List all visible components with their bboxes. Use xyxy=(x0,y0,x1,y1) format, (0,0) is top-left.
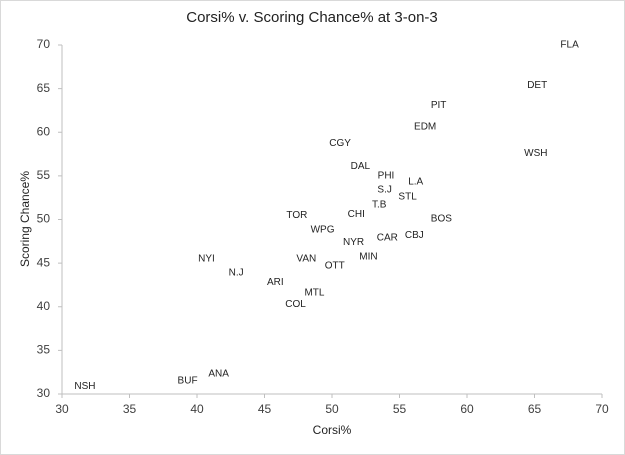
x-tick-label: 40 xyxy=(190,402,204,416)
x-tick-label: 45 xyxy=(258,402,272,416)
point-label: VAN xyxy=(296,253,316,264)
point-label: CAR xyxy=(377,232,398,243)
y-axis-title: Scoring Chance% xyxy=(18,171,32,267)
y-tick-label: 65 xyxy=(37,81,51,95)
point-label: MTL xyxy=(304,287,324,298)
y-tick-label: 30 xyxy=(37,386,51,400)
point-label: DET xyxy=(527,80,547,91)
point-label: BUF xyxy=(178,376,198,387)
y-tick-label: 70 xyxy=(37,37,51,51)
x-tick-label: 70 xyxy=(595,402,609,416)
y-tick-label: 45 xyxy=(37,255,51,269)
point-label: T.B xyxy=(372,199,387,210)
point-label: CHI xyxy=(348,209,365,220)
y-tick-label: 35 xyxy=(37,343,51,357)
point-label: WPG xyxy=(311,225,335,236)
y-tick-label: 40 xyxy=(37,299,51,313)
point-label: NSH xyxy=(74,381,95,392)
point-label: OTT xyxy=(325,260,345,271)
x-tick-label: 30 xyxy=(55,402,69,416)
point-label: STL xyxy=(398,191,417,202)
point-label: S.J xyxy=(377,184,391,195)
point-label: CBJ xyxy=(405,230,424,241)
x-tick-label: 60 xyxy=(460,402,474,416)
point-label: NYR xyxy=(343,237,364,248)
x-axis-title: Corsi% xyxy=(313,423,352,437)
point-label: CGY xyxy=(329,138,351,149)
x-tick-label: 55 xyxy=(393,402,407,416)
y-tick-label: 50 xyxy=(37,212,51,226)
point-label: WSH xyxy=(524,148,547,159)
point-label: N.J xyxy=(229,267,244,278)
point-label: L.A xyxy=(408,177,423,188)
point-label: FLA xyxy=(560,40,579,51)
point-label: EDM xyxy=(414,122,436,133)
point-label: NYI xyxy=(198,253,215,264)
x-tick-label: 35 xyxy=(123,402,137,416)
x-tick-label: 50 xyxy=(325,402,339,416)
point-label: COL xyxy=(285,299,306,310)
y-tick-label: 55 xyxy=(37,168,51,182)
point-label: PHI xyxy=(378,171,395,182)
point-label: TOR xyxy=(286,210,307,221)
point-label: BOS xyxy=(431,213,452,224)
point-label: PIT xyxy=(431,100,447,111)
point-label: ANA xyxy=(208,369,229,380)
x-tick-label: 65 xyxy=(528,402,542,416)
point-label: DAL xyxy=(351,161,371,172)
chart-title: Corsi% v. Scoring Chance% at 3-on-3 xyxy=(186,9,438,26)
point-label: ARI xyxy=(267,277,284,288)
y-tick-label: 60 xyxy=(37,124,51,138)
point-label: MIN xyxy=(359,252,377,263)
